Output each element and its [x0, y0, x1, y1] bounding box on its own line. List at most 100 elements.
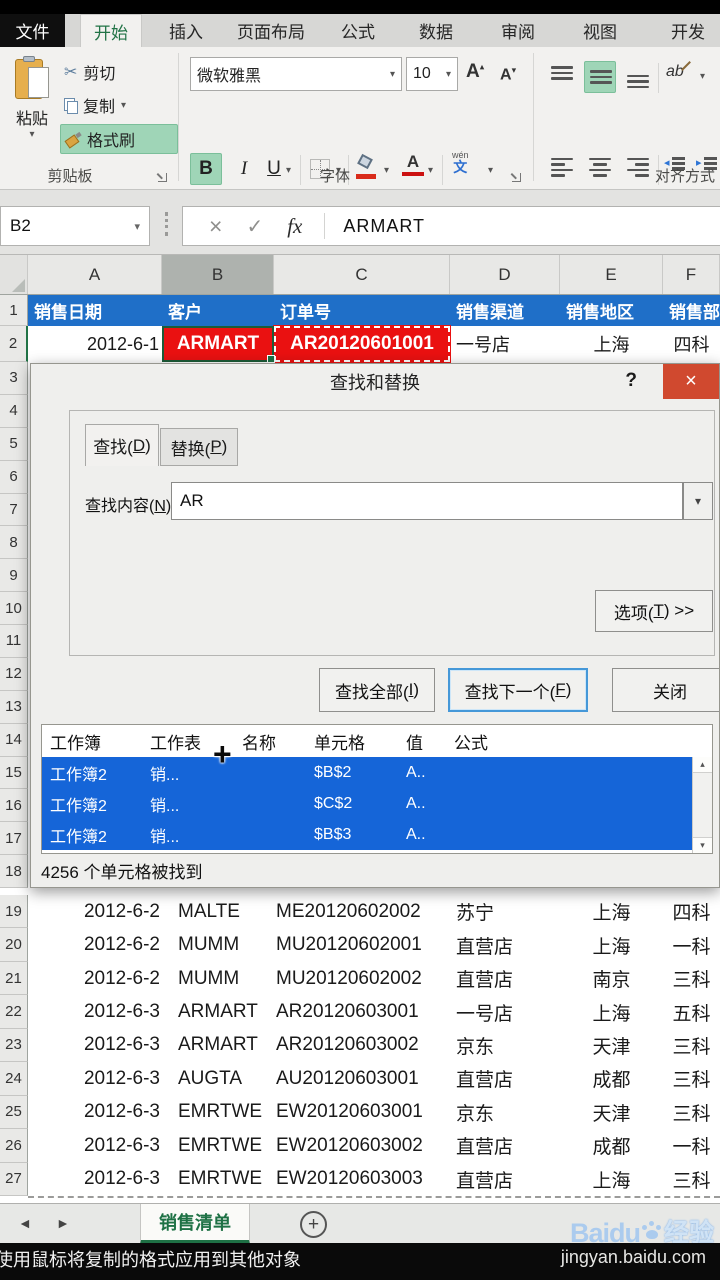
- cell-d2[interactable]: 一号店: [456, 335, 510, 355]
- cell-department[interactable]: 三科: [672, 1103, 711, 1125]
- increase-indent-button[interactable]: ▸: [696, 157, 717, 170]
- scroll-down-icon[interactable]: ▾: [693, 837, 712, 853]
- tab-find[interactable]: 查找(D): [85, 424, 159, 466]
- cell-customer[interactable]: ARMART: [178, 1034, 258, 1056]
- cell-region[interactable]: 上海: [592, 1003, 631, 1025]
- grow-font-button[interactable]: A▴: [466, 61, 485, 82]
- tab-data[interactable]: 数据: [419, 23, 453, 42]
- cell-date[interactable]: 2012-6-2: [83, 900, 160, 922]
- italic-button[interactable]: I: [240, 158, 248, 179]
- result-row[interactable]: 工作簿2 销... $C$2 A..: [42, 788, 712, 819]
- cell-region[interactable]: 上海: [592, 936, 631, 958]
- header-cell[interactable]: 销售地区: [560, 295, 663, 326]
- cell-region[interactable]: 南京: [592, 970, 631, 992]
- cell-channel[interactable]: 直营店: [456, 1137, 514, 1159]
- header-cell[interactable]: 客户: [162, 295, 274, 326]
- row-header[interactable]: 25: [0, 1095, 28, 1130]
- align-top-button[interactable]: [546, 61, 578, 93]
- results-header-formula[interactable]: 公式: [454, 733, 488, 753]
- cell-channel[interactable]: 直营店: [456, 936, 514, 958]
- orientation-dropdown-arrow[interactable]: ▾: [700, 71, 706, 82]
- cell-order-number[interactable]: AR20120603002: [276, 1034, 419, 1056]
- insert-function-icon[interactable]: fx: [287, 213, 303, 238]
- row-header[interactable]: 23: [0, 1028, 28, 1063]
- cell-order-number[interactable]: MU20120602001: [276, 934, 422, 956]
- cell-f2[interactable]: 四科: [673, 335, 710, 355]
- row-header[interactable]: 21: [0, 961, 28, 996]
- results-header-name[interactable]: 名称: [242, 733, 276, 753]
- cell-customer[interactable]: EMRTWE: [178, 1168, 263, 1190]
- column-header-a[interactable]: A: [28, 255, 162, 294]
- cell-department[interactable]: 一科: [672, 1137, 711, 1159]
- column-header-f[interactable]: F: [663, 255, 720, 294]
- cell-region[interactable]: 天津: [592, 1036, 631, 1058]
- cell-order-number[interactable]: ME20120602002: [276, 900, 421, 922]
- cancel-icon[interactable]: ×: [209, 212, 223, 239]
- row-header[interactable]: 6: [0, 460, 28, 494]
- results-header-workbook[interactable]: 工作簿: [50, 733, 101, 753]
- cell-date[interactable]: 2012-6-3: [83, 1134, 160, 1156]
- row-header[interactable]: 14: [0, 723, 28, 757]
- cell-department[interactable]: 三科: [672, 970, 711, 992]
- results-header-cell[interactable]: 单元格: [314, 733, 365, 753]
- cell-channel[interactable]: 直营店: [456, 1170, 514, 1192]
- cell-department[interactable]: 三科: [672, 1036, 711, 1058]
- help-icon[interactable]: ?: [625, 370, 637, 391]
- row-header[interactable]: 19: [0, 895, 28, 929]
- cell-channel[interactable]: 京东: [456, 1036, 495, 1058]
- chevron-down-icon[interactable]: ▾: [134, 220, 140, 233]
- row-header[interactable]: 22: [0, 995, 28, 1029]
- cell-region[interactable]: 天津: [592, 1103, 631, 1125]
- phonetic-dropdown-arrow[interactable]: ▾: [488, 165, 494, 176]
- results-header-value[interactable]: 值: [406, 733, 423, 753]
- tab-review[interactable]: 审阅: [501, 23, 535, 42]
- next-sheet-arrow-icon[interactable]: ►: [56, 1215, 70, 1231]
- cell-customer[interactable]: MUMM: [178, 967, 240, 989]
- select-all-corner[interactable]: [0, 255, 28, 294]
- cell-channel[interactable]: 直营店: [456, 970, 514, 992]
- prev-sheet-arrow-icon[interactable]: ◄: [18, 1215, 32, 1231]
- header-cell[interactable]: 销售日期: [28, 295, 162, 326]
- close-button[interactable]: 关闭: [612, 668, 719, 712]
- result-row[interactable]: 工作簿2 销... $B$3 A..: [42, 819, 712, 850]
- fill-color-dropdown-arrow[interactable]: ▾: [384, 165, 390, 176]
- row-header[interactable]: 12: [0, 657, 28, 691]
- cell-order-number[interactable]: AR20120603001: [276, 1001, 419, 1023]
- borders-button[interactable]: [310, 159, 330, 179]
- row-header[interactable]: 15: [0, 756, 28, 790]
- tab-view[interactable]: 视图: [583, 23, 617, 42]
- underline-button[interactable]: U: [267, 158, 281, 179]
- paste-dropdown-arrow[interactable]: ▾: [29, 129, 35, 140]
- tab-formulas[interactable]: 公式: [341, 23, 375, 42]
- paste-button[interactable]: 粘贴 ▾: [6, 55, 58, 171]
- column-header-d[interactable]: D: [450, 255, 560, 294]
- cell-b2-selected[interactable]: ARMART: [162, 326, 275, 363]
- cell-date[interactable]: 2012-6-3: [83, 1034, 160, 1056]
- align-left-button[interactable]: [546, 151, 578, 183]
- row-header[interactable]: 27: [0, 1162, 28, 1196]
- cell-region[interactable]: 成都: [592, 1070, 631, 1092]
- copy-dropdown-arrow[interactable]: ▾: [121, 99, 127, 111]
- name-box[interactable]: B2 ▾: [0, 206, 150, 246]
- dialog-title[interactable]: 查找和替换: [330, 373, 420, 393]
- cell-date[interactable]: 2012-6-3: [83, 1067, 160, 1089]
- find-history-dropdown[interactable]: ▾: [683, 482, 713, 520]
- tab-insert[interactable]: 插入: [169, 23, 203, 42]
- cell-region[interactable]: 成都: [592, 1137, 631, 1159]
- format-painter-button[interactable]: 格式刷: [60, 124, 178, 154]
- cut-button[interactable]: ✂ 剪切: [60, 57, 178, 87]
- tab-replace[interactable]: 替换(P): [160, 428, 238, 466]
- cell-customer[interactable]: EMRTWE: [178, 1134, 263, 1156]
- cell-customer[interactable]: MUMM: [178, 934, 240, 956]
- cell-department[interactable]: 四科: [672, 903, 711, 925]
- row-header[interactable]: 17: [0, 822, 28, 856]
- row-header-2[interactable]: 2: [0, 326, 28, 362]
- align-middle-button[interactable]: [584, 61, 616, 93]
- row-header[interactable]: 11: [0, 625, 28, 658]
- cell-date[interactable]: 2012-6-3: [83, 1101, 160, 1123]
- cell-a2[interactable]: 2012-6-1: [86, 333, 159, 354]
- results-header-worksheet[interactable]: 工作表: [150, 733, 201, 753]
- row-header-1[interactable]: 1: [0, 295, 28, 326]
- find-what-input[interactable]: [171, 482, 683, 520]
- align-center-button[interactable]: [584, 151, 616, 183]
